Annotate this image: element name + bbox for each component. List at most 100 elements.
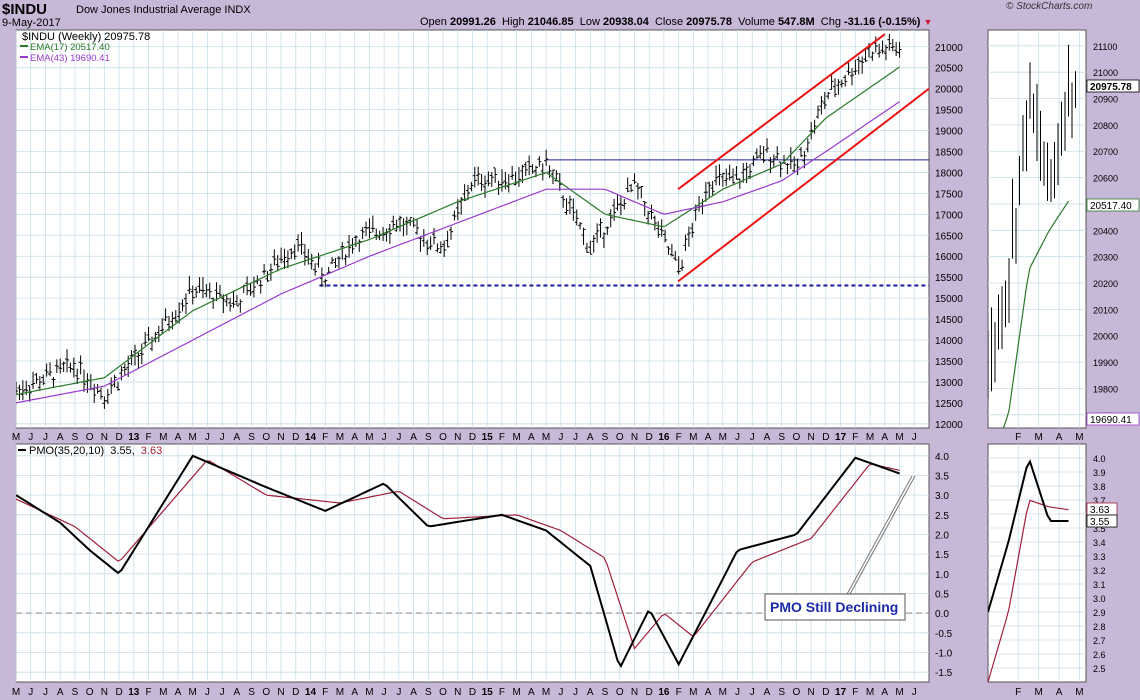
price-x-tick: N <box>454 432 461 443</box>
open-label: Open <box>420 16 447 28</box>
price-x-tick: M <box>512 432 520 443</box>
pmo-y-tick: 3.0 <box>935 491 949 502</box>
side-y-tick: 21000 <box>1093 68 1118 78</box>
chg-value: -31.16 (-0.15%) <box>844 16 921 28</box>
side-pmo-y-tick: 3.4 <box>1093 538 1106 548</box>
price-x-tick: F <box>852 432 858 443</box>
pmo-x-tick: J <box>558 687 563 698</box>
price-x-tick: M <box>365 432 373 443</box>
pmo-x-tick: J <box>205 687 210 698</box>
pmo-x-tick: S <box>602 687 609 698</box>
pmo-x-tick: A <box>410 687 417 698</box>
side-y-tick: 19800 <box>1093 384 1118 394</box>
low-value: 20938.04 <box>602 16 649 28</box>
pmo-x-tick: D <box>822 687 829 698</box>
high-value: 21046.85 <box>527 16 574 28</box>
price-y-tick: 15500 <box>935 273 963 284</box>
side-tags: 20975.78 20517.40 19690.41 3.63 3.55 <box>1086 79 1140 528</box>
side-price-series <box>988 44 1076 428</box>
pmo-y-tick: -1.0 <box>935 648 953 659</box>
side-y-tick: 20800 <box>1093 121 1118 131</box>
pmo-x-tick: N <box>454 687 461 698</box>
pmo-x-tick: N <box>277 687 284 698</box>
price-x-tick: M <box>159 432 167 443</box>
side-y-tick: 20300 <box>1093 253 1118 263</box>
price-x-tick: A <box>234 432 241 443</box>
pmo-x-tick: 13 <box>128 687 140 698</box>
annotation-pointer-2 <box>848 475 916 597</box>
price-x-tick: J <box>396 432 401 443</box>
down-arrow-icon: ▼ <box>923 17 933 27</box>
pmo-tag-box <box>1086 514 1118 528</box>
price-x-tick: M <box>336 432 344 443</box>
pmo-x-tick: J <box>912 687 917 698</box>
channel-upper <box>677 33 886 191</box>
side-y-tick: 20200 <box>1093 279 1118 289</box>
price-y-tick: 18000 <box>935 168 963 179</box>
pmo-x-tick: M <box>512 687 520 698</box>
pmo-x-tick: M <box>336 687 344 698</box>
pmo-x-tick: O <box>793 687 801 698</box>
price-x-tick: S <box>778 432 785 443</box>
price-x-tick: M <box>895 432 903 443</box>
price-x-tick: J <box>735 432 740 443</box>
side-pmo-y-tick: 3.5 <box>1093 524 1106 534</box>
pmo-y-tick: 1.0 <box>935 570 949 581</box>
price-x-tick: J <box>28 432 33 443</box>
legend-ema43: EMA(43) 19690.41 <box>30 53 110 64</box>
price-y-tick: 15000 <box>935 294 963 305</box>
close-value: 20975.78 <box>686 16 733 28</box>
side-pmo-y-tick: 4.0 <box>1093 454 1106 464</box>
pmo-x-tick: S <box>72 687 79 698</box>
pmo-x-tick: M <box>895 687 903 698</box>
side-y-tick: 20400 <box>1093 226 1118 236</box>
pmo-x-tick: S <box>425 687 432 698</box>
side-x-tick: M <box>1034 432 1042 443</box>
pmo-x-tick: N <box>101 687 108 698</box>
pmo-x-tick: J <box>382 687 387 698</box>
side-pmo-x-tick: M <box>1075 687 1083 698</box>
legend-pmo-value: 3.55, <box>110 445 134 457</box>
price-y-tick: 20500 <box>935 64 963 75</box>
price-x-tick: O <box>616 432 624 443</box>
price-x-tick: O <box>439 432 447 443</box>
pmo-x-tick: M <box>719 687 727 698</box>
side-y-tick: 20000 <box>1093 332 1118 342</box>
price-x-tick: 15 <box>482 432 494 443</box>
pmo-legend: PMO(35,20,10) 3.55, 3.63 <box>18 445 162 457</box>
pmo-x-tick: O <box>616 687 624 698</box>
pmo-x-tick: J <box>28 687 33 698</box>
pmo-y-tick: 0.0 <box>935 609 949 620</box>
price-x-tick: A <box>764 432 771 443</box>
index-name: Dow Jones Industrial Average INDX <box>76 4 251 16</box>
price-y-tick: 21000 <box>935 43 963 54</box>
price-x-tick: J <box>220 432 225 443</box>
price-y-tick: 12000 <box>935 420 963 431</box>
price-x-tick: M <box>12 432 20 443</box>
price-x-tick: D <box>646 432 653 443</box>
ema17-line <box>16 66 900 396</box>
price-legend: $INDU (Weekly) 20975.78 EMA(17) 20517.40… <box>20 31 150 64</box>
side-x-tick: M <box>1075 432 1083 443</box>
pmo-x-tick: M <box>189 687 197 698</box>
pmo-y-tick: 3.5 <box>935 471 949 482</box>
pmo-x-tick: A <box>881 687 888 698</box>
legend-ema17: EMA(17) 20517.40 <box>30 42 110 53</box>
price-y-tick: 20000 <box>935 85 963 96</box>
price-x-tick: M <box>689 432 697 443</box>
price-y-tick: 17000 <box>935 210 963 221</box>
annotation-pointer <box>845 475 913 597</box>
pmo-y-tick: 2.0 <box>935 530 949 541</box>
price-x-tick: J <box>912 432 917 443</box>
pmo-x-tick: F <box>322 687 328 698</box>
pmo-x-tick: D <box>292 687 299 698</box>
price-x-tick: M <box>719 432 727 443</box>
side-pmo-line <box>988 459 1069 613</box>
pmo-x-tick: N <box>808 687 815 698</box>
price-x-tick: 14 <box>305 432 317 443</box>
chg-label: Chg <box>820 16 841 28</box>
pmo-y-tick: 1.5 <box>935 550 949 561</box>
pmo-tag: 3.55 <box>1090 517 1110 528</box>
pmo-y-tick: 2.5 <box>935 511 949 522</box>
pmo-x-tick: A <box>57 687 64 698</box>
